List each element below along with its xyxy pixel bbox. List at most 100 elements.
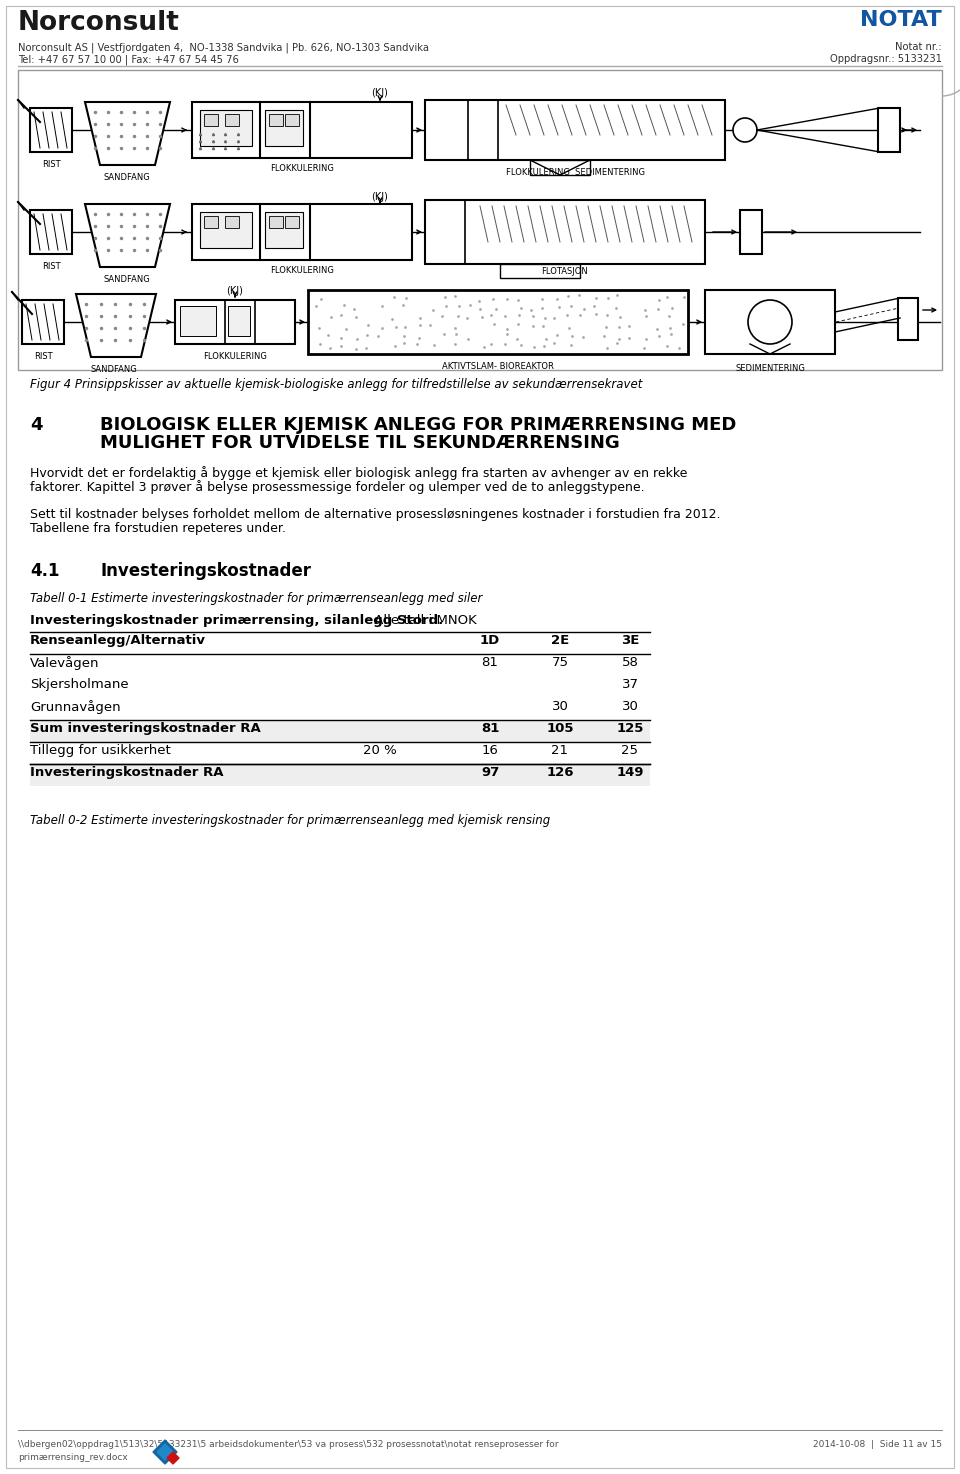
- Text: Investeringskostnader RA: Investeringskostnader RA: [30, 766, 224, 778]
- Bar: [225, 113, 239, 125]
- Bar: [285, 217, 299, 228]
- Bar: [265, 212, 303, 248]
- Text: 20 %: 20 %: [363, 744, 396, 758]
- Text: RIST: RIST: [34, 352, 52, 361]
- Bar: [30, 108, 72, 152]
- Bar: [192, 203, 412, 259]
- Text: (KJ): (KJ): [227, 286, 244, 296]
- Text: 97: 97: [481, 766, 499, 778]
- Text: Renseanlegg/Alternativ: Renseanlegg/Alternativ: [30, 634, 206, 647]
- Text: 126: 126: [546, 766, 574, 778]
- Text: Oppdragsnr.: 5133231: Oppdragsnr.: 5133231: [830, 55, 942, 63]
- Text: BIOLOGISK ELLER KJEMISK ANLEGG FOR PRIMÆRRENSING MED: BIOLOGISK ELLER KJEMISK ANLEGG FOR PRIMÆ…: [100, 416, 736, 433]
- Text: Tabellene fra forstudien repeteres under.: Tabellene fra forstudien repeteres under…: [30, 522, 286, 535]
- Text: Skjersholmane: Skjersholmane: [30, 678, 129, 691]
- Text: FLOKKULERING: FLOKKULERING: [270, 164, 334, 172]
- Text: SANDFANG: SANDFANG: [90, 366, 137, 374]
- Text: Alle tall i MNOK: Alle tall i MNOK: [370, 615, 477, 626]
- Text: NOTAT: NOTAT: [860, 10, 942, 29]
- Polygon shape: [153, 1440, 177, 1464]
- Bar: [898, 298, 918, 340]
- Text: Notat nr.:: Notat nr.:: [896, 41, 942, 52]
- Bar: [269, 217, 283, 228]
- Bar: [204, 113, 218, 125]
- Text: 30: 30: [621, 700, 638, 713]
- Polygon shape: [85, 102, 170, 165]
- Text: 25: 25: [621, 744, 638, 758]
- Bar: [425, 200, 705, 264]
- Bar: [30, 719, 650, 741]
- Text: Norconsult: Norconsult: [18, 10, 180, 35]
- Text: 30: 30: [552, 700, 568, 713]
- Bar: [878, 108, 900, 152]
- Text: 4: 4: [30, 416, 42, 433]
- Text: FLOKKULERING: FLOKKULERING: [270, 265, 334, 276]
- Bar: [18, 69, 942, 370]
- Text: SANDFANG: SANDFANG: [104, 276, 151, 284]
- Bar: [225, 217, 239, 228]
- Text: 2E: 2E: [551, 634, 569, 647]
- Text: Investeringskostnader: Investeringskostnader: [100, 562, 311, 579]
- Bar: [22, 301, 64, 343]
- Circle shape: [733, 118, 757, 142]
- Text: Figur 4 Prinsippskisser av aktuelle kjemisk-biologiske anlegg for tilfredstillel: Figur 4 Prinsippskisser av aktuelle kjem…: [30, 377, 642, 391]
- Text: Valevågen: Valevågen: [30, 656, 100, 671]
- Bar: [180, 307, 216, 336]
- Text: 81: 81: [481, 722, 499, 736]
- Text: 149: 149: [616, 766, 644, 778]
- Text: 4.1: 4.1: [30, 562, 60, 579]
- Text: Tillegg for usikkerhet: Tillegg for usikkerhet: [30, 744, 171, 758]
- Text: Sett til kostnader belyses forholdet mellom de alternative prosessløsningenes ko: Sett til kostnader belyses forholdet mel…: [30, 509, 721, 520]
- Text: 125: 125: [616, 722, 644, 736]
- Text: 2014-10-08  |  Side 11 av 15: 2014-10-08 | Side 11 av 15: [813, 1440, 942, 1449]
- Text: RIST: RIST: [41, 161, 60, 170]
- Text: 37: 37: [621, 678, 638, 691]
- Bar: [285, 113, 299, 125]
- Text: MULIGHET FOR UTVIDELSE TIL SEKUNDÆRRENSING: MULIGHET FOR UTVIDELSE TIL SEKUNDÆRRENSI…: [100, 433, 620, 453]
- Polygon shape: [76, 293, 156, 357]
- Text: \\dbergen02\oppdrag1\513\32\5133231\5 arbeidsdokumenter\53 va prosess\532 proses: \\dbergen02\oppdrag1\513\32\5133231\5 ar…: [18, 1440, 559, 1449]
- Text: RIST: RIST: [41, 262, 60, 271]
- Text: 105: 105: [546, 722, 574, 736]
- Bar: [500, 264, 580, 279]
- Text: Tel: +47 67 57 10 00 | Fax: +47 67 54 45 76: Tel: +47 67 57 10 00 | Fax: +47 67 54 45…: [18, 55, 239, 65]
- Text: FLOKKULERING  SEDIMENTERING: FLOKKULERING SEDIMENTERING: [506, 168, 644, 177]
- Text: FLOKKULERING: FLOKKULERING: [204, 352, 267, 361]
- Text: Tabell 0-1 Estimerte investeringskostnader for primærrenseanlegg med siler: Tabell 0-1 Estimerte investeringskostnad…: [30, 593, 482, 604]
- Text: faktorer. Kapittel 3 prøver å belyse prosessmessige fordeler og ulemper ved de t: faktorer. Kapittel 3 prøver å belyse pro…: [30, 481, 644, 494]
- Text: FLOTASJON: FLOTASJON: [541, 267, 588, 276]
- Text: AKTIVTSLAM- BIOREAKTOR: AKTIVTSLAM- BIOREAKTOR: [442, 363, 554, 371]
- Bar: [740, 209, 762, 254]
- Bar: [200, 111, 252, 146]
- Bar: [30, 209, 72, 254]
- Text: primærrensing_rev.docx: primærrensing_rev.docx: [18, 1453, 128, 1462]
- Text: Grunnavågen: Grunnavågen: [30, 700, 121, 713]
- Bar: [200, 212, 252, 248]
- Text: 3E: 3E: [621, 634, 639, 647]
- Bar: [269, 113, 283, 125]
- Text: 75: 75: [551, 656, 568, 669]
- Circle shape: [748, 301, 792, 343]
- Text: Tabell 0-2 Estimerte investeringskostnader for primærrenseanlegg med kjemisk ren: Tabell 0-2 Estimerte investeringskostnad…: [30, 814, 550, 827]
- Bar: [705, 290, 835, 354]
- Text: (KJ): (KJ): [372, 88, 389, 97]
- Bar: [192, 102, 412, 158]
- Text: (KJ): (KJ): [372, 192, 389, 202]
- Text: 81: 81: [482, 656, 498, 669]
- Polygon shape: [167, 1452, 179, 1464]
- Bar: [228, 307, 250, 336]
- Bar: [30, 764, 650, 786]
- Bar: [308, 290, 688, 354]
- Bar: [175, 301, 295, 343]
- Bar: [204, 217, 218, 228]
- Text: Norconsult AS | Vestfjordgaten 4,  NO-1338 Sandvika | Pb. 626, NO-1303 Sandvika: Norconsult AS | Vestfjordgaten 4, NO-133…: [18, 41, 429, 53]
- Text: 1D: 1D: [480, 634, 500, 647]
- Text: SANDFANG: SANDFANG: [104, 172, 151, 181]
- Text: Hvorvidt det er fordelaktig å bygge et kjemisk eller biologisk anlegg fra starte: Hvorvidt det er fordelaktig å bygge et k…: [30, 466, 687, 481]
- Text: SEDIMENTERING: SEDIMENTERING: [735, 364, 804, 373]
- Polygon shape: [157, 1445, 173, 1461]
- Text: Investeringskostnader primærrensing, silanlegg Stord.: Investeringskostnader primærrensing, sil…: [30, 615, 444, 626]
- Text: 21: 21: [551, 744, 568, 758]
- Text: 58: 58: [621, 656, 638, 669]
- Polygon shape: [85, 203, 170, 267]
